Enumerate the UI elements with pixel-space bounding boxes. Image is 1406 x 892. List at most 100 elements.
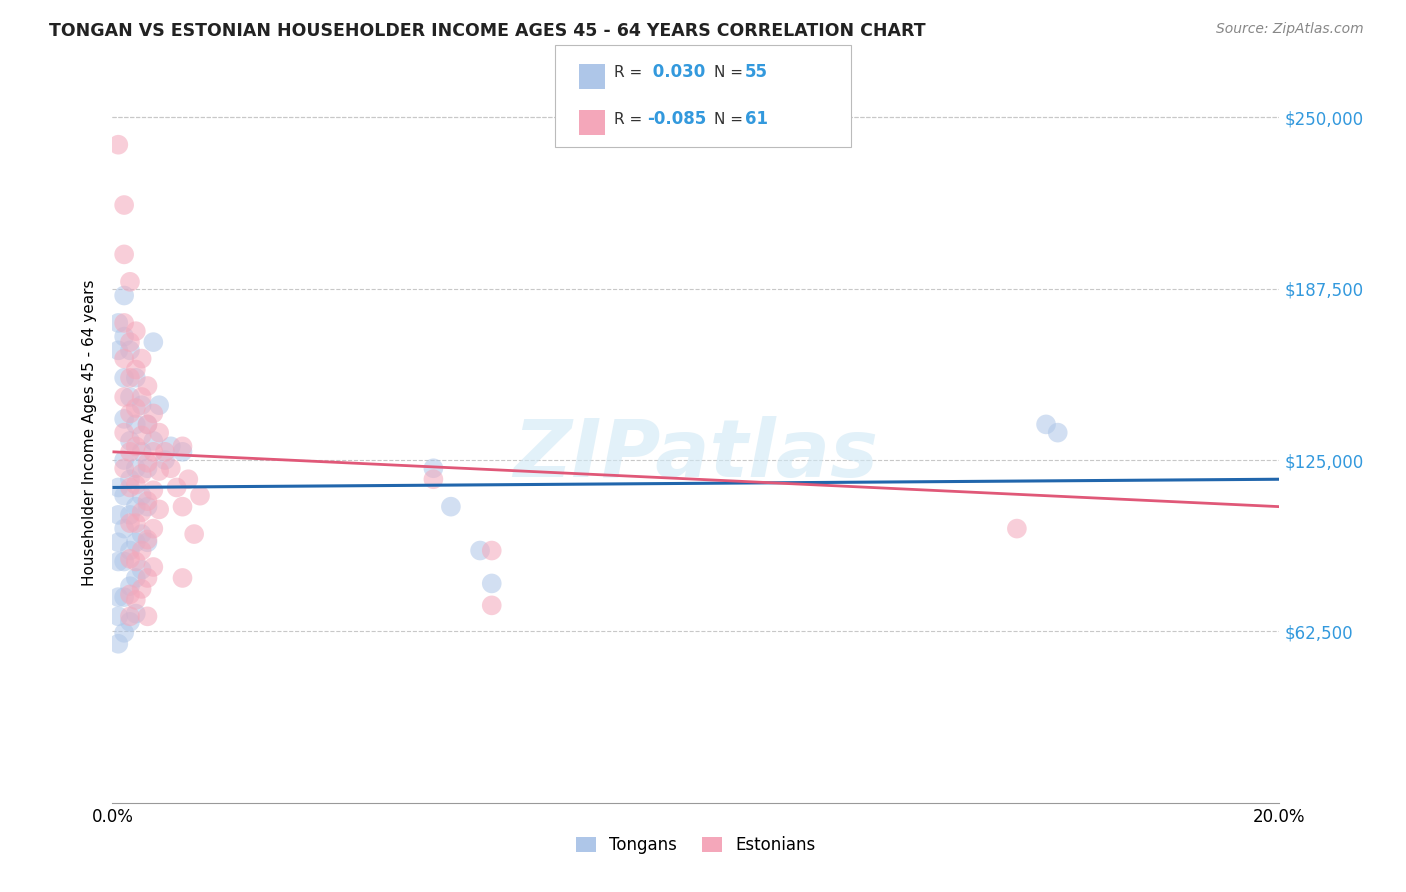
Point (125, 571, 148, 585)
Point (118, 335, 141, 350)
Point (112, 288, 135, 302)
Point (131, 445, 153, 459)
Point (131, 467, 153, 481)
Point (118, 516, 141, 530)
Point (136, 417, 159, 432)
Point (131, 398, 153, 412)
Point (112, 625, 135, 640)
Point (142, 483, 165, 498)
Point (118, 508, 141, 522)
Text: 55: 55 (745, 63, 768, 81)
Point (112, 329, 135, 343)
Point (112, 371, 135, 385)
Point (118, 406, 141, 420)
Point (112, 247, 135, 261)
Point (125, 401, 148, 415)
Point (481, 543, 503, 558)
Point (112, 590, 135, 604)
Point (160, 461, 183, 475)
Point (136, 456, 159, 470)
Point (112, 425, 135, 440)
Point (142, 335, 165, 350)
Point (136, 417, 159, 432)
Point (142, 445, 165, 459)
Point (125, 417, 148, 432)
Point (142, 560, 165, 574)
Point (131, 351, 153, 366)
Text: N =: N = (714, 112, 744, 127)
Point (131, 428, 153, 442)
Point (468, 543, 491, 558)
Point (131, 505, 153, 519)
Point (131, 582, 153, 596)
Point (118, 275, 141, 289)
Point (107, 137, 129, 152)
Point (112, 522, 135, 536)
Point (1035, 417, 1057, 432)
Point (142, 406, 165, 420)
Point (112, 461, 135, 475)
Point (172, 445, 194, 459)
Point (118, 390, 141, 404)
Point (118, 480, 141, 494)
Text: 0.030: 0.030 (647, 63, 704, 81)
Point (136, 535, 159, 549)
Text: -0.085: -0.085 (647, 111, 706, 128)
Text: TONGAN VS ESTONIAN HOUSEHOLDER INCOME AGES 45 - 64 YEARS CORRELATION CHART: TONGAN VS ESTONIAN HOUSEHOLDER INCOME AG… (49, 22, 925, 40)
Point (107, 316, 129, 330)
Point (142, 434, 165, 448)
Text: 61: 61 (745, 111, 768, 128)
Point (125, 324, 148, 338)
Point (125, 607, 148, 621)
Point (107, 609, 129, 624)
Y-axis label: Householder Income Ages 45 - 64 years: Householder Income Ages 45 - 64 years (82, 279, 97, 586)
Point (1005, 522, 1028, 536)
Point (118, 551, 141, 566)
Point (166, 480, 188, 494)
Point (107, 637, 129, 651)
Text: Source: ZipAtlas.com: Source: ZipAtlas.com (1216, 22, 1364, 37)
Point (125, 461, 148, 475)
Point (131, 563, 153, 577)
Point (172, 439, 194, 453)
Point (136, 494, 159, 508)
Point (148, 425, 170, 440)
Point (112, 198, 135, 212)
Point (183, 527, 205, 541)
Point (422, 472, 444, 486)
Point (112, 489, 135, 503)
Legend: Tongans, Estonians: Tongans, Estonians (569, 830, 823, 861)
Point (125, 362, 148, 376)
Point (136, 379, 159, 393)
Point (136, 571, 159, 585)
Point (160, 439, 183, 453)
Point (118, 609, 141, 624)
Point (118, 579, 141, 593)
Text: R =: R = (614, 65, 643, 80)
Point (125, 371, 148, 385)
Point (136, 609, 159, 624)
Point (136, 461, 159, 475)
Point (142, 522, 165, 536)
Point (422, 461, 444, 475)
Point (125, 500, 148, 514)
Point (118, 445, 141, 459)
Point (136, 533, 159, 547)
Point (125, 535, 148, 549)
Point (118, 587, 141, 601)
Point (107, 554, 129, 568)
Point (112, 351, 135, 366)
Point (148, 502, 170, 516)
Point (125, 477, 148, 491)
Point (131, 489, 153, 503)
Point (118, 615, 141, 629)
Point (107, 343, 129, 358)
Point (153, 453, 176, 467)
Point (112, 453, 135, 467)
Point (481, 599, 503, 613)
Point (112, 412, 135, 426)
Point (148, 398, 170, 412)
Point (107, 480, 129, 494)
Point (125, 439, 148, 453)
Point (125, 516, 148, 530)
